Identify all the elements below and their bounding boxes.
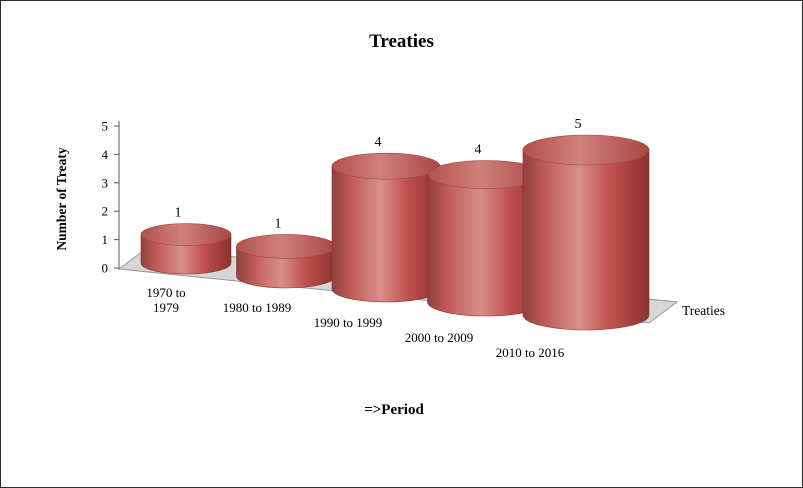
y-tick-label: 1 [102, 232, 109, 247]
y-tick-label: 2 [102, 204, 109, 219]
cylinder-bar-5 [522, 134, 650, 331]
value-label: 1 [175, 206, 182, 221]
category-label: 1990 to 1999 [314, 315, 383, 330]
y-tick-label: 4 [102, 147, 109, 162]
cylinder-bar-3 [331, 152, 441, 303]
cylinder-top [331, 152, 441, 180]
cylinder-bar-4 [427, 160, 545, 317]
cylinder-top [522, 134, 650, 166]
cylinder-body [522, 149, 650, 331]
cylinder-bar-1 [140, 223, 232, 275]
category-label: 1970 to 1979 [146, 285, 185, 315]
cylinder-bar-2 [236, 234, 336, 289]
y-tick-label: 0 [102, 261, 109, 276]
category-label: 2010 to 2016 [496, 345, 565, 360]
y-axis-title: Number of Treaty [54, 147, 69, 251]
value-label: 5 [575, 117, 582, 132]
chart-title: Treaties [369, 31, 434, 52]
category-label: 1980 to 1989 [223, 300, 292, 315]
value-label: 4 [375, 135, 382, 150]
series-label: Treaties [682, 303, 725, 318]
cylinder-top [236, 234, 336, 259]
x-axis-title: =>Period [364, 402, 424, 418]
value-label: 1 [275, 216, 282, 231]
y-tick-label: 3 [102, 175, 109, 190]
category-label: 2000 to 2009 [405, 330, 474, 345]
value-label: 4 [475, 143, 482, 158]
y-tick-label: 5 [102, 119, 109, 134]
cylinder-body [331, 165, 441, 303]
cylinder-top [140, 223, 232, 246]
